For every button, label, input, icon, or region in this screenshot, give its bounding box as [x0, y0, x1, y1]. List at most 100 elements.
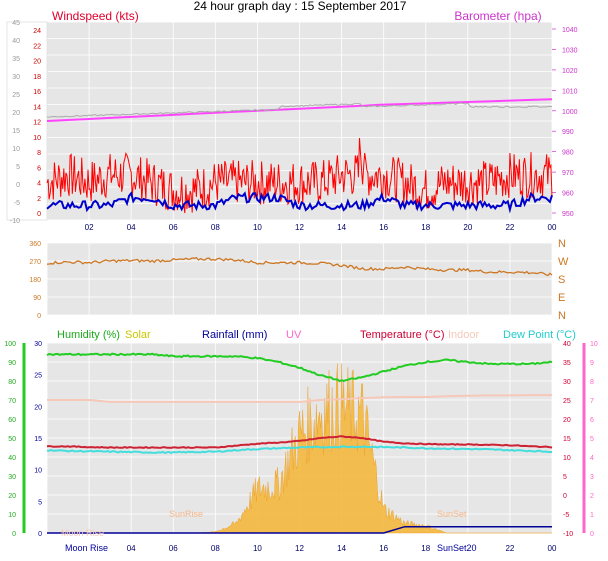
- humidity-tick-label: 20: [8, 493, 16, 500]
- uv-tick-label: 6: [590, 417, 594, 424]
- rainfall-tick-label: 15: [34, 436, 42, 443]
- barometer-tick-label: 950: [562, 211, 574, 218]
- windspeed-tick-label: 10: [33, 135, 41, 142]
- barometer-ticks: 1040 1030 1020 1010 1000 990 980 970 960 950: [552, 27, 578, 218]
- uv-tick-label: 1: [590, 512, 594, 519]
- temperature-tick-label: 20: [563, 417, 571, 424]
- uv-tick-label: 2: [590, 493, 594, 500]
- temperature-tick-label: 40: [563, 341, 571, 348]
- temperature-tick-label: 35: [563, 360, 571, 367]
- temp-time-tick-label: 18: [421, 544, 430, 553]
- outer-tick-label: 15: [12, 128, 20, 135]
- windspeed-tick-label: 24: [33, 28, 41, 35]
- humidity-tick-label: 60: [8, 417, 16, 424]
- wind-time-tick-label: 10: [253, 223, 262, 232]
- wind-series: [46, 98, 553, 214]
- barometer-tick-label: 1020: [562, 68, 578, 75]
- windspeed-tick-label: 0: [37, 211, 41, 218]
- windspeed-tick-label: 16: [33, 89, 41, 96]
- windspeed-axis-label: Windspeed (kts): [52, 9, 139, 23]
- uv-tick-label: 8: [590, 379, 594, 386]
- outer-tick-label: 5: [16, 164, 20, 171]
- wind-time-tick-label: 18: [421, 223, 430, 232]
- wind-time-tick-label: 08: [211, 223, 220, 232]
- rainfall-ticks: 30 25 20 15 10 5 0: [34, 341, 42, 538]
- sunrise-label: SunRise: [169, 509, 203, 519]
- humidity-tick-label: 50: [8, 436, 16, 443]
- windspeed-tick-label: 4: [37, 181, 41, 188]
- rainfall-tick-label: 10: [34, 468, 42, 475]
- outer-tick-label: -10: [10, 218, 20, 225]
- temperature-humidity-panel: Humidity (%) Solar Rainfall (mm) UV Temp…: [4, 329, 598, 553]
- outer-tick-label: 25: [12, 92, 20, 99]
- humidity-tick-label: 90: [8, 360, 16, 367]
- temp-series: [46, 352, 553, 534]
- uv-tick-label: 3: [590, 474, 594, 481]
- barometer-axis-label: Barometer (hpa): [454, 9, 541, 23]
- temp-time-tick-label: 16: [379, 544, 388, 553]
- outer-tick-label: 40: [12, 38, 20, 45]
- outer-axis-ticks: 45 40 35 30 25 20 15 10 5 0 -5 -10: [10, 20, 20, 225]
- wind-direction-line: [46, 256, 553, 277]
- temperature-tick-label: 15: [563, 436, 571, 443]
- wind-time-tick-label: 14: [337, 223, 346, 232]
- humidity-tick-label: 10: [8, 512, 16, 519]
- wind-time-ticks: 02 04 06 08 10 12 14 16 18 20 22 00: [85, 223, 557, 232]
- temperature-tick-label: -5: [563, 512, 569, 519]
- barometer-tick-label: 990: [562, 129, 574, 136]
- barometer-line: [46, 98, 553, 122]
- rainfall-tick-label: 0: [38, 531, 42, 538]
- temperature-line: [46, 435, 553, 449]
- barometer-tick-label: 1040: [562, 27, 578, 34]
- uv-tick-label: 9: [590, 360, 594, 367]
- barometer-tick-label: 1000: [562, 109, 578, 116]
- direction-compass-label: S: [558, 274, 565, 286]
- outer-tick-label: 35: [12, 56, 20, 63]
- wind-time-tick-label: 06: [169, 223, 178, 232]
- legend-humidity: Humidity (%): [57, 329, 120, 341]
- rainfall-tick-label: 5: [38, 499, 42, 506]
- legend-temperature: Temperature (°C): [360, 329, 444, 341]
- moon-rise-faded-label: Moon Rise: [61, 528, 104, 538]
- sunset-label: SunSet: [437, 509, 467, 519]
- windspeed-tick-label: 20: [33, 59, 41, 66]
- uv-tick-label: 10: [590, 341, 598, 348]
- temp-time-tick-label: 00: [548, 544, 557, 553]
- wind-time-tick-label: 12: [295, 223, 304, 232]
- temperature-tick-label: 0: [563, 493, 567, 500]
- wind-time-tick-label: 20: [463, 223, 472, 232]
- windspeed-tick-label: 6: [37, 165, 41, 172]
- wind-time-tick-label: 22: [505, 223, 514, 232]
- uv-tick-label: 5: [590, 436, 594, 443]
- uv-tick-label: 7: [590, 398, 594, 405]
- wind-time-tick-label: 02: [85, 223, 94, 232]
- humidity-tick-label: 80: [8, 379, 16, 386]
- rainfall-line: [47, 525, 552, 534]
- wind-grid: [46, 21, 553, 221]
- wind-time-tick-label: 04: [127, 223, 136, 232]
- uv-tick-label: 0: [590, 531, 594, 538]
- temp-time-tick-label: 12: [295, 544, 304, 553]
- direction-degree-tick-label: 90: [33, 295, 41, 302]
- humidity-tick-label: 70: [8, 398, 16, 405]
- humidity-line: [46, 352, 553, 383]
- outer-tick-label: -5: [14, 200, 20, 207]
- barometer-trend-line: [46, 102, 553, 118]
- outer-tick-label: 45: [12, 20, 20, 27]
- sunset-axis-label: SunSet20: [437, 543, 477, 553]
- wind-time-tick-label: 00: [548, 223, 557, 232]
- temperature-tick-label: 10: [563, 455, 571, 462]
- legend-rainfall: Rainfall (mm): [202, 329, 267, 341]
- outer-tick-label: 10: [12, 146, 20, 153]
- windspeed-tick-label: 12: [33, 120, 41, 127]
- humidity-tick-label: 40: [8, 455, 16, 462]
- rainfall-tick-label: 30: [34, 341, 42, 348]
- direction-compass-label: N: [558, 310, 566, 322]
- barometer-tick-label: 970: [562, 170, 574, 177]
- temp-legend: Humidity (%) Solar Rainfall (mm) UV Temp…: [57, 329, 576, 341]
- humidity-tick-label: 30: [8, 474, 16, 481]
- direction-degree-tick-label: 180: [29, 277, 41, 284]
